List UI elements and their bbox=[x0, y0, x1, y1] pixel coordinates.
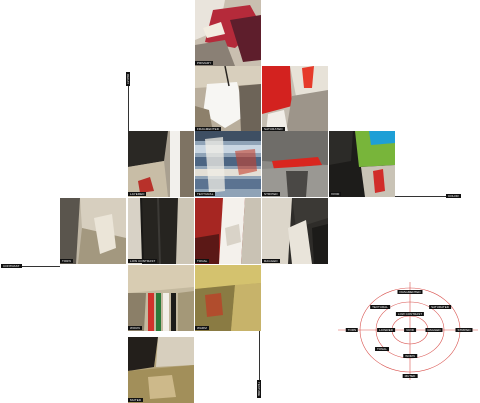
collage-image bbox=[329, 131, 395, 197]
collage-tile[interactable]: RAGGED bbox=[262, 198, 328, 264]
diagram-label: LOW CONTRAST bbox=[395, 312, 425, 316]
collage-image bbox=[195, 131, 261, 197]
axis-label-top: DECAY bbox=[126, 72, 130, 87]
diagram-label: MUTED bbox=[402, 374, 418, 378]
tile-caption: LOW CONTRAST bbox=[128, 259, 158, 263]
collage-image bbox=[195, 265, 261, 331]
collage-tile[interactable]: LAYERED bbox=[128, 131, 194, 197]
axis-label-left: CONTRAST bbox=[1, 264, 22, 268]
tile-caption: SATURATED bbox=[262, 127, 285, 131]
axis-line-bottom bbox=[259, 331, 260, 387]
collage-tile[interactable]: FRAGMENTED bbox=[195, 66, 261, 132]
collage-image bbox=[195, 198, 261, 264]
collage-tile[interactable]: SATURATED bbox=[262, 66, 328, 132]
tile-caption: WARM bbox=[195, 326, 209, 330]
collage-image bbox=[262, 131, 328, 197]
collage-tile[interactable]: WARM bbox=[195, 265, 261, 331]
collage-tile[interactable]: PRIMARY bbox=[195, 0, 261, 66]
tile-caption: WORN bbox=[128, 326, 142, 330]
tile-caption: VIVID bbox=[329, 192, 342, 196]
collage-image bbox=[262, 198, 328, 264]
diagram-label: TORN bbox=[345, 328, 359, 332]
collage-image bbox=[128, 337, 194, 403]
collage-image bbox=[60, 198, 126, 264]
collage-tile[interactable]: STRIPED bbox=[262, 131, 328, 197]
axis-line-left bbox=[4, 266, 60, 267]
tile-caption: RAGGED bbox=[262, 259, 280, 263]
tile-caption: MUTED bbox=[128, 398, 144, 402]
collage-image bbox=[195, 66, 261, 132]
collage-image bbox=[128, 198, 194, 264]
collage-tile[interactable]: VIVID bbox=[329, 131, 395, 197]
collage-tile[interactable]: TEXTURAL bbox=[195, 131, 261, 197]
axis-line-top bbox=[128, 73, 129, 131]
collage-image bbox=[128, 265, 194, 331]
tile-caption: PRIMARY bbox=[195, 61, 214, 65]
diagram-label: FRAGMENTED bbox=[397, 290, 423, 294]
diagram-label: TONAL bbox=[375, 347, 389, 351]
tile-caption: TEXTURAL bbox=[195, 192, 216, 196]
collage-image bbox=[262, 66, 328, 132]
diagram-label: SATURATED bbox=[429, 305, 451, 309]
concentric-diagram: FRAGMENTED TEXTURAL SATURATED LOW CONTRA… bbox=[330, 280, 480, 390]
axis-line-right bbox=[395, 196, 450, 197]
collage-image bbox=[128, 131, 194, 197]
diagram-label: WORN bbox=[403, 354, 417, 358]
collage-image bbox=[195, 0, 261, 66]
diagram-label: LAYERED bbox=[377, 328, 395, 332]
collage-tile[interactable]: MUTED bbox=[128, 337, 194, 403]
diagram-label: STRIPED bbox=[455, 328, 473, 332]
collage-tile[interactable]: TONAL bbox=[195, 198, 261, 264]
diagram-label: TEXTURAL bbox=[370, 305, 390, 309]
collage-tile[interactable]: WORN bbox=[128, 265, 194, 331]
axis-label-bottom: TEXTURE bbox=[257, 380, 261, 399]
tile-caption: LAYERED bbox=[128, 192, 147, 196]
axis-label-right: COLOR bbox=[446, 194, 461, 198]
tile-caption: TORN bbox=[60, 259, 73, 263]
tile-caption: TONAL bbox=[195, 259, 210, 263]
diagram-label: VIVID bbox=[404, 328, 416, 332]
tile-caption: FRAGMENTED bbox=[195, 127, 221, 131]
tile-caption: STRIPED bbox=[262, 192, 280, 196]
collage-tile[interactable]: TORN bbox=[60, 198, 126, 264]
collage-tile[interactable]: LOW CONTRAST bbox=[128, 198, 194, 264]
diagram-label: RAGGED bbox=[425, 328, 443, 332]
